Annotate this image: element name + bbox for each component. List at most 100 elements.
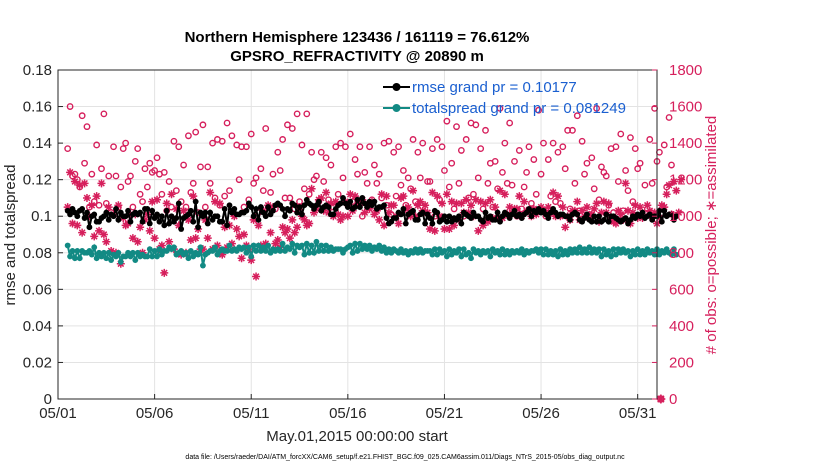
rmse-point	[419, 209, 426, 216]
possible-obs-marker	[180, 161, 187, 169]
possible-obs-marker	[614, 178, 622, 185]
rmse-point	[427, 215, 433, 221]
possible-obs-marker	[366, 143, 373, 151]
totalspread-point	[279, 240, 286, 247]
rmse-point	[528, 213, 535, 220]
totalspread-point	[557, 246, 564, 253]
totalspread-point	[434, 251, 441, 258]
rmse-point	[296, 204, 303, 210]
rmse-point	[79, 206, 86, 212]
assimilated-obs-marker	[450, 221, 459, 230]
assimilated-obs-marker	[150, 234, 159, 243]
assimilated-obs-marker	[124, 219, 133, 228]
totalspread-point	[311, 249, 317, 256]
possible-obs-marker	[515, 147, 523, 154]
assimilated-obs-marker	[189, 192, 198, 201]
totalspread-point	[320, 248, 327, 254]
rmse-point	[219, 218, 226, 225]
y-tick-label-left: 0	[44, 391, 52, 408]
possible-obs-marker	[197, 163, 204, 171]
assimilated-obs-marker	[230, 212, 239, 221]
totalspread-point	[538, 246, 544, 253]
totalspread-point	[429, 251, 436, 258]
assimilated-obs-marker	[220, 223, 229, 232]
totalspread-point	[117, 259, 124, 265]
assimilated-obs-marker	[406, 212, 415, 221]
totalspread-point	[634, 246, 641, 253]
rmse-point	[605, 218, 612, 225]
rmse-point	[137, 209, 144, 216]
possible-obs-marker	[199, 121, 207, 129]
possible-obs-marker	[554, 148, 562, 156]
possible-obs-marker	[462, 136, 470, 143]
possible-obs-marker	[124, 178, 132, 185]
totalspread-point	[171, 244, 177, 251]
assimilated-obs-marker	[442, 190, 451, 199]
y-tick-label-right: 1000	[669, 208, 702, 225]
assimilated-obs-marker	[481, 199, 490, 208]
assimilated-obs-marker	[445, 225, 454, 234]
assimilated-obs-marker	[336, 215, 345, 224]
series-layer	[63, 103, 686, 404]
possible-obs-marker	[66, 103, 74, 110]
assimilated-obs-marker	[290, 228, 299, 237]
assimilated-obs-marker	[645, 206, 654, 215]
assimilated-obs-marker	[611, 219, 620, 228]
possible-obs-marker	[496, 104, 504, 112]
y-tick-label-left: 0.12	[23, 172, 52, 189]
possible-obs-marker	[428, 145, 436, 152]
assimilated-obs-marker	[462, 195, 471, 204]
assimilated-obs-marker	[252, 272, 261, 281]
possible-obs-marker	[631, 145, 639, 152]
assimilated-obs-marker	[483, 217, 492, 226]
rmse-point	[146, 220, 153, 227]
assimilated-obs-marker	[486, 195, 495, 204]
totalspread-point	[313, 238, 320, 245]
rmse-point	[91, 211, 98, 218]
assimilated-obs-marker	[99, 230, 108, 239]
possible-obs-marker	[298, 141, 306, 149]
totalspread-point	[224, 248, 230, 254]
assimilated-obs-marker	[457, 199, 466, 208]
assimilated-obs-marker	[133, 237, 142, 246]
possible-obs-marker	[141, 165, 149, 173]
possible-obs-marker	[443, 117, 451, 125]
possible-obs-marker	[262, 125, 270, 132]
possible-obs-marker	[472, 121, 480, 129]
plot-frame	[57, 69, 658, 400]
rmse-point	[158, 213, 165, 220]
totalspread-point	[132, 257, 139, 263]
possible-obs-marker	[105, 172, 113, 180]
totalspread-point	[555, 253, 561, 260]
assimilated-obs-marker	[636, 203, 645, 212]
possible-obs-marker	[668, 161, 675, 169]
assimilated-obs-marker	[136, 223, 145, 232]
rmse-point	[574, 211, 581, 218]
assimilated-obs-marker	[440, 225, 449, 234]
assimilated-obs-marker	[643, 201, 652, 210]
possible-obs-marker	[127, 172, 134, 180]
totalspread-point	[212, 244, 218, 251]
rmse-point	[492, 216, 499, 223]
totalspread-point	[586, 244, 593, 251]
rmse-point	[658, 218, 665, 225]
possible-obs-marker	[322, 154, 330, 162]
assimilated-obs-marker	[70, 177, 79, 186]
totalspread-point	[88, 251, 95, 258]
totalspread-point	[323, 242, 330, 249]
possible-obs-marker	[501, 139, 509, 147]
possible-obs-marker	[624, 187, 632, 195]
assimilated-obs-marker	[382, 192, 391, 201]
possible-obs-marker	[204, 163, 212, 171]
assimilated-obs-marker	[380, 221, 389, 230]
totalspread-point	[446, 246, 453, 253]
possible-obs-marker	[286, 194, 294, 202]
assimilated-obs-marker	[285, 234, 294, 243]
totalspread-point	[286, 246, 293, 253]
rmse-point	[248, 204, 255, 210]
possible-obs-marker	[540, 139, 547, 147]
rmse-point	[231, 206, 238, 212]
totalspread-point	[671, 246, 677, 253]
rmse-point	[393, 215, 400, 221]
assimilated-obs-marker	[537, 203, 546, 212]
